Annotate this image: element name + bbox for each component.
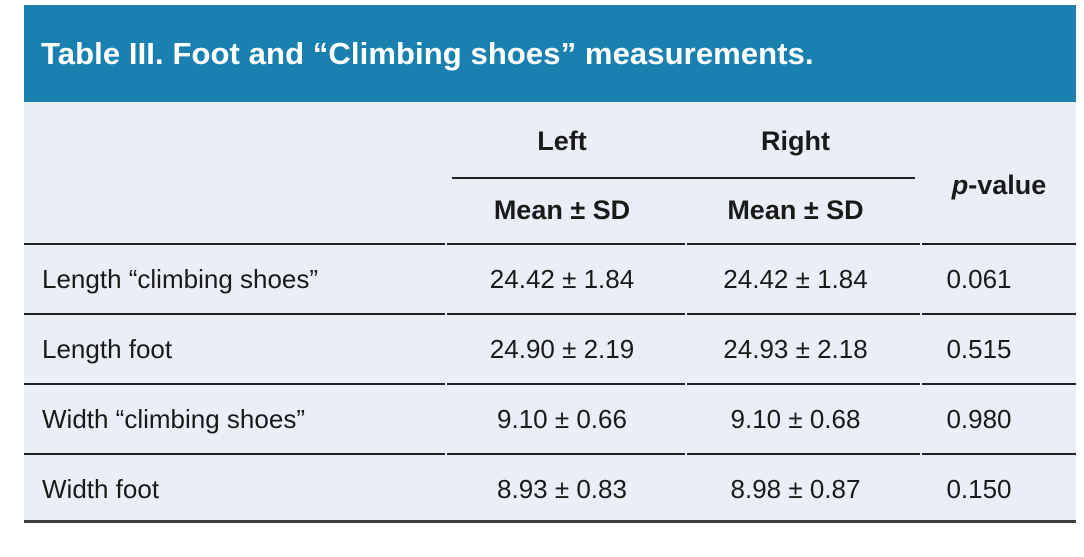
left-mean-sd: 24.90 ± 2.19 (447, 313, 685, 383)
table-title-bar: Table III. Foot and “Climbing shoes” mea… (24, 5, 1076, 102)
left-mean-sd: 24.42 ± 1.84 (447, 243, 685, 313)
row-label: Length “climbing shoes” (24, 243, 445, 313)
right-mean-sd: 24.42 ± 1.84 (687, 243, 920, 313)
column-header-p-value: p -value (922, 102, 1076, 243)
right-mean-sd: 8.98 ± 0.87 (687, 453, 920, 523)
left-mean-sd: 8.93 ± 0.83 (447, 453, 685, 523)
column-header-left: Left (537, 126, 587, 156)
header-group-right: Right Mean ± SD (687, 102, 920, 243)
right-mean-sd: 9.10 ± 0.68 (687, 383, 920, 453)
right-mean-sd: 24.93 ± 2.18 (687, 313, 920, 383)
row-label: Width foot (24, 453, 445, 523)
subheader-mean-sd-left: Mean ± SD (493, 195, 631, 225)
left-right-spanner-rule (452, 177, 915, 179)
p-value-cell: 0.515 (922, 313, 1076, 383)
table-title: Table III. Foot and “Climbing shoes” mea… (41, 35, 814, 71)
column-header-right: Right (761, 126, 830, 156)
left-mean-sd: 9.10 ± 0.66 (447, 383, 685, 453)
row-label: Width “climbing shoes” (24, 383, 445, 453)
p-value-italic-p: p (951, 169, 969, 200)
p-value-cell: 0.061 (922, 243, 1076, 313)
header-empty-cell (24, 102, 445, 243)
subheader-mean-sd-right: Mean ± SD (727, 195, 864, 225)
row-label: Length foot (24, 313, 445, 383)
p-value-rest: -value (968, 169, 1047, 200)
measurements-table: Left Mean ± SD Right Mean ± SD p -value L… (24, 102, 1076, 520)
table-panel: Left Mean ± SD Right Mean ± SD p -value L… (24, 102, 1076, 523)
p-value-cell: 0.150 (922, 453, 1076, 523)
p-value-cell: 0.980 (922, 383, 1076, 453)
header-group-left: Left Mean ± SD (447, 102, 685, 243)
